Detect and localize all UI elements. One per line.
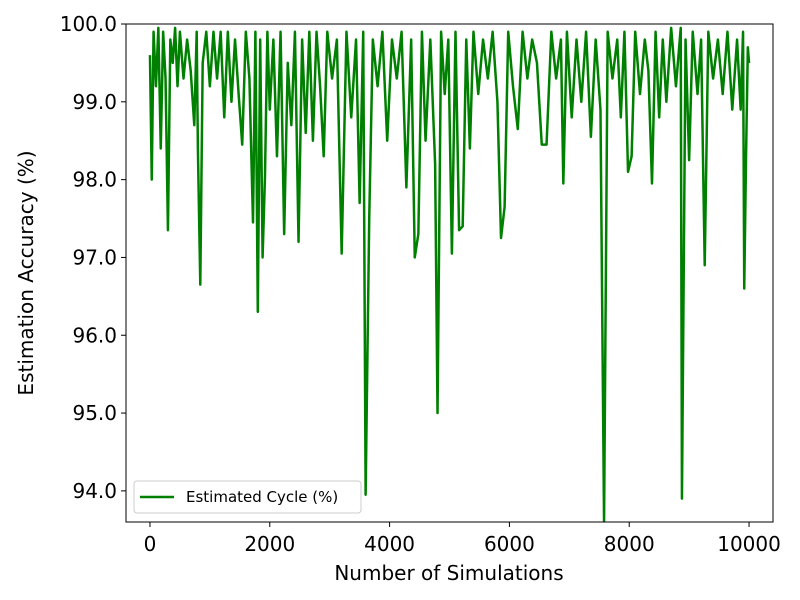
plot-area xyxy=(148,26,751,522)
legend-box xyxy=(133,480,362,514)
y-tick-label: 96.0 xyxy=(72,323,117,347)
y-tick-label: 99.0 xyxy=(72,90,117,114)
x-tick-label: 2000 xyxy=(244,532,295,556)
y-tick-label: 98.0 xyxy=(72,168,117,192)
x-tick-label: 10000 xyxy=(717,532,781,556)
series-line-0 xyxy=(148,26,751,522)
x-axis-label: Number of Simulations xyxy=(334,561,563,585)
axes-frame xyxy=(125,23,774,523)
y-tick-label: 95.0 xyxy=(72,401,117,425)
x-tick-label: 4000 xyxy=(364,532,415,556)
x-tick-label: 0 xyxy=(144,532,157,556)
y-tick-label: 94.0 xyxy=(72,479,117,503)
legend-label: Estimated Cycle (%) xyxy=(186,488,338,506)
y-axis-label: Estimation Accuracy (%) xyxy=(14,150,38,395)
x-tick-label: 8000 xyxy=(604,532,655,556)
y-tick-label: 97.0 xyxy=(72,245,117,269)
x-tick-label: 6000 xyxy=(484,532,535,556)
axes: 0 2000 4000 6000 8000 10000 94.0 95.0 96.0 97.0 98… xyxy=(60,12,781,556)
legend: Estimated Cycle (%) xyxy=(133,480,362,514)
y-tick-label: 100.0 xyxy=(60,12,117,36)
